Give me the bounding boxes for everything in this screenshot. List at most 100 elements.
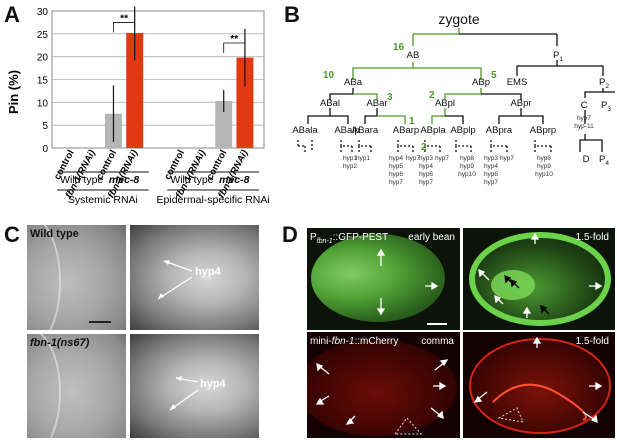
node-P1-sub: 1 (559, 56, 563, 63)
mcherry-1-5-fold-image: 1.5-fold (463, 332, 615, 438)
y-tick-label: 0 (42, 144, 48, 155)
node-ABala: ABala (292, 125, 318, 136)
bar (215, 100, 233, 148)
scale-bar (89, 321, 111, 323)
node-P2-main: P (599, 77, 605, 88)
node-ABp: ABp (472, 77, 490, 88)
group-label: Wild type (60, 174, 103, 186)
hyp-label: hyp7 (577, 115, 591, 122)
count-3: 3 (387, 92, 393, 103)
gfp-early-bean-image: Pfbn-1::GFP-PEST early bean (307, 228, 460, 330)
y-tick-label: 15 (37, 76, 49, 87)
hyp-label: hyp4 (419, 163, 433, 170)
hyp-label: hyp-11 (574, 123, 594, 130)
node-P2-sub: 2 (605, 83, 609, 90)
label-p: P (310, 232, 317, 243)
node-P2: P2 (599, 77, 609, 90)
label-1-5-fold-bottom: 1.5-fold (575, 336, 609, 347)
node-C: C (581, 100, 588, 111)
count-1: 1 (409, 116, 415, 127)
label-fbn1-sub: fbn-1 (316, 238, 333, 245)
count-16: 16 (393, 42, 405, 53)
node-P3-main: P (601, 100, 607, 111)
hyp-label: hyp4 (389, 155, 403, 162)
label-mini: mini- (310, 336, 332, 347)
y-tick-label: 25 (37, 30, 49, 41)
node-P1: P1 (553, 50, 563, 63)
node-P4-main: P (599, 154, 605, 165)
gfp-fold-arrows (478, 232, 603, 318)
hyp4-arrows-top (157, 260, 193, 300)
hyp-label: hyp2 (343, 163, 357, 170)
hyp-label: hyp7 (484, 179, 498, 186)
count-2a: 2 (429, 90, 435, 101)
label-mini-fbn1: fbn-1 (331, 336, 355, 347)
hyp-label: hyp4 (484, 163, 498, 170)
mcherry-comma-image: mini-fbn-1::mCherry comma (307, 332, 460, 438)
label-wild-type: Wild type (30, 228, 79, 240)
group-label: Wild type (170, 174, 213, 186)
count-10: 10 (323, 70, 335, 81)
hyp-label: hyp9 (460, 163, 474, 170)
hyp4-arrows-bottom (169, 376, 199, 411)
panel-letter-c: C (4, 222, 20, 247)
y-tick-label: 5 (42, 121, 48, 132)
group-label: mec-8 (219, 174, 250, 186)
count-5: 5 (491, 70, 497, 81)
group-label: mec-8 (109, 174, 140, 186)
hyp-label: hyp7 (406, 155, 420, 162)
hyp-label: hyp6 (389, 171, 403, 178)
hyp-label: hyp7 (500, 155, 514, 162)
outline-region-fold (497, 407, 524, 423)
label-hyp4-top: hyp4 (195, 266, 221, 278)
node-D: D (583, 154, 590, 165)
outline-region (394, 417, 423, 435)
hyp-label: hyp3 (484, 155, 498, 162)
node-P1-main: P (553, 50, 559, 61)
node-ABar: ABar (366, 98, 387, 109)
mcherry-comma-arrows (315, 359, 449, 435)
hyp-label: hyp1 (343, 155, 357, 162)
bar (236, 57, 254, 148)
node-ABpra: ABpra (486, 125, 513, 136)
node-EMS: EMS (507, 77, 528, 88)
lineage-tree: zygote AB P1 ABa ABp EMS P2 ABal ABar AB… (292, 11, 615, 186)
label-mini-fbn1-mcherry: mini-fbn-1::mCherry (310, 336, 398, 347)
label-mcherry: ::mCherry (354, 336, 399, 347)
node-ABarp: ABarp (393, 125, 419, 136)
gfp-1-5-fold-image: 1.5-fold (463, 228, 615, 330)
node-ABalp: ABalp (334, 125, 359, 136)
node-P3-sub: 3 (607, 106, 611, 113)
label-early-bean: early bean (408, 232, 455, 243)
significance-label: ** (120, 13, 128, 24)
supergroup-label: Epidermal-specific RNAi (157, 194, 270, 206)
label-1-5-fold-top: 1.5-fold (575, 232, 609, 243)
hyp-label: hyp7 (389, 179, 403, 186)
label-comma: comma (421, 336, 454, 347)
hyp-label: hyp10 (458, 171, 476, 178)
panel-letter-a: A (4, 2, 20, 27)
hyp-label: hyp9 (537, 163, 551, 170)
hyp-label: hyp6 (484, 171, 498, 178)
node-ABplp: ABplp (450, 125, 475, 136)
hyp-label: hyp6 (419, 171, 433, 178)
y-axis-label: Pin (%) (6, 70, 21, 114)
label-hyp4-bottom: hyp4 (200, 378, 226, 390)
significance-label: ** (230, 34, 238, 45)
node-ABpr: ABpr (510, 98, 531, 109)
hyp-label: hyp10 (535, 171, 553, 178)
supergroup-label: Systemic RNAi (68, 194, 138, 206)
node-ABpl: ABpl (435, 98, 455, 109)
label-pfbn1-gfp-pest: Pfbn-1::GFP-PEST (310, 232, 388, 245)
hyp-label: hyp8 (537, 155, 551, 162)
hyp-label: hyp5 (389, 163, 403, 170)
significance-bracket (113, 22, 136, 33)
y-tick-label: 30 (37, 7, 49, 18)
node-ABal: ABal (320, 98, 340, 109)
dic-mutant-image: fbn-1(ns67) (27, 334, 126, 438)
panel-letter-b: B (284, 2, 300, 27)
hyp-label: hyp3 (419, 155, 433, 162)
label-gfp-pest: ::GFP-PEST (332, 232, 389, 243)
panel-letter-d: D (282, 222, 298, 247)
